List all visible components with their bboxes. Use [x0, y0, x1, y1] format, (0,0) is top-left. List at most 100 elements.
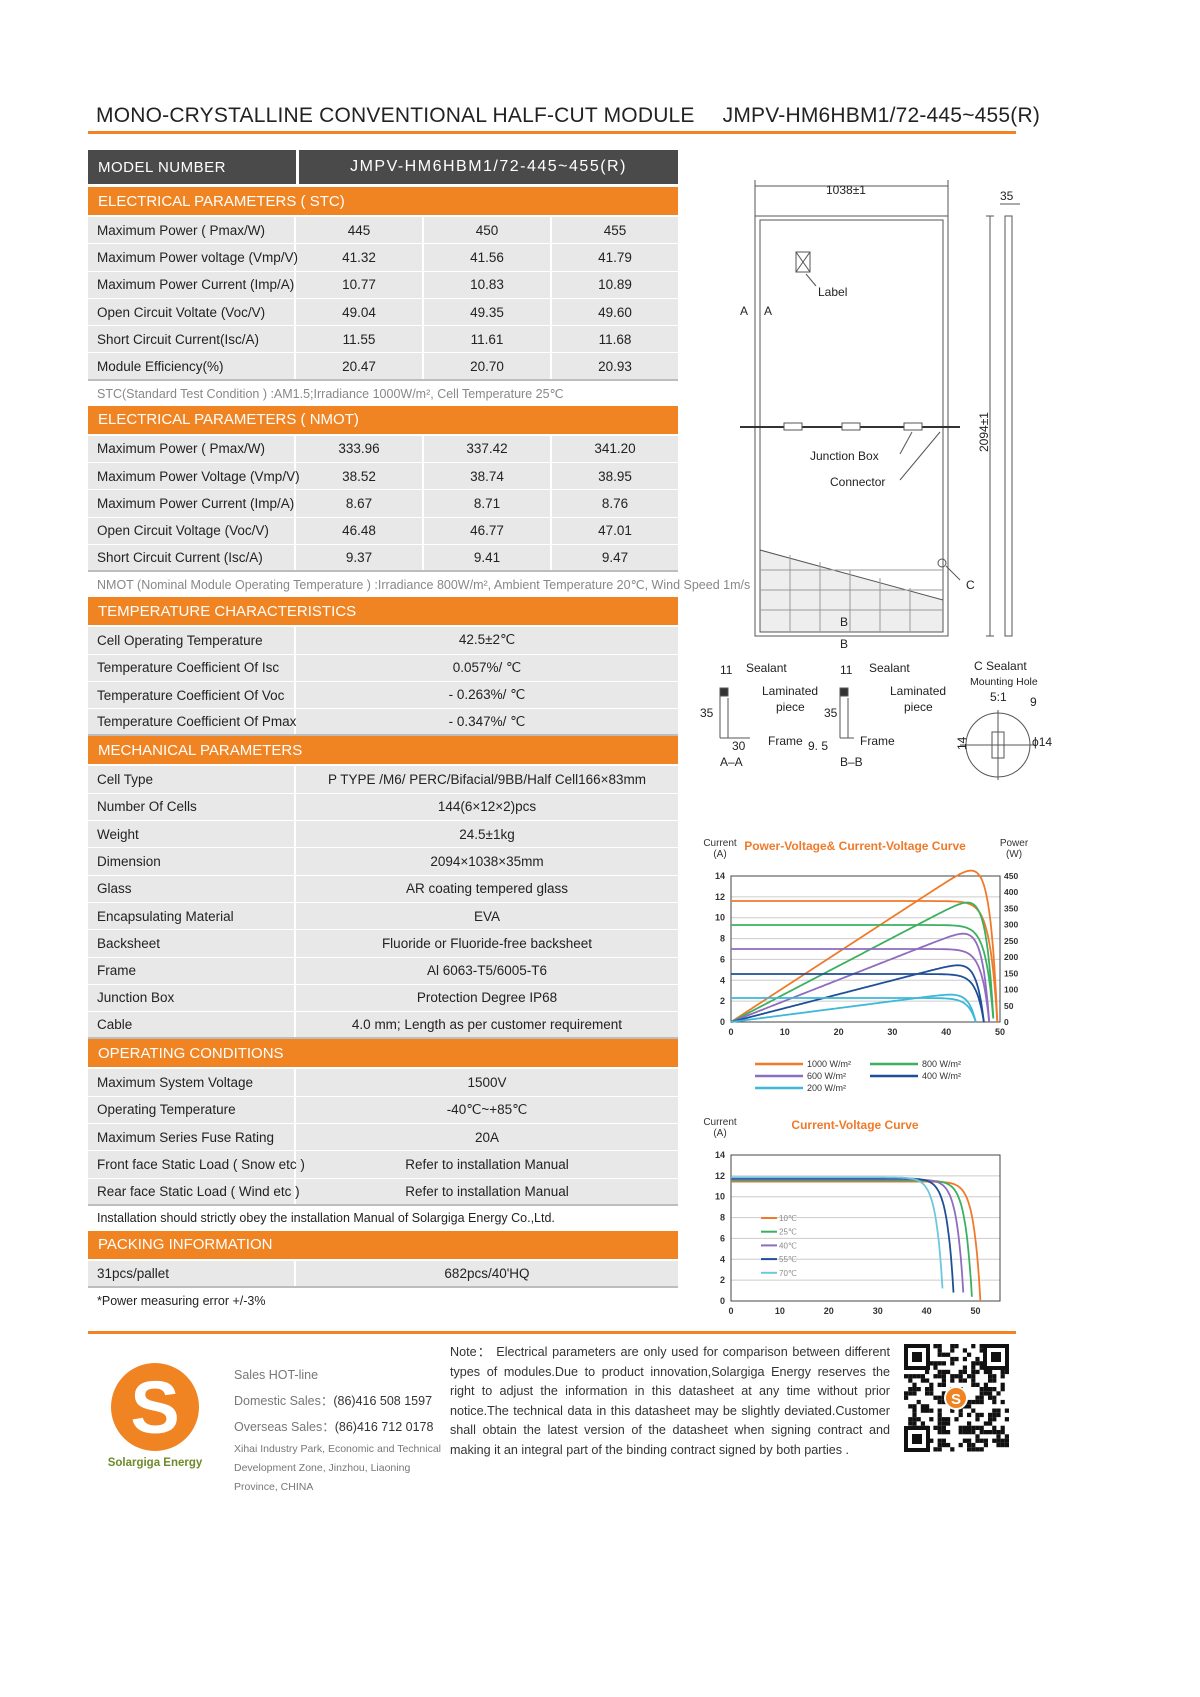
- param-value: 20.47: [296, 353, 424, 379]
- qr-module: [920, 1378, 925, 1383]
- qr-module: [941, 1369, 946, 1375]
- qr-module: [941, 1374, 946, 1379]
- solargiga-logo: S Solargiga Energy: [108, 1363, 203, 1469]
- qr-finder: [904, 1426, 930, 1452]
- address-line: Province, CHINA: [234, 1481, 314, 1493]
- qr-module: [937, 1430, 942, 1435]
- param-label: Short Circuit Current(Isc/A): [88, 326, 296, 353]
- aa-laminated: Laminated: [762, 684, 818, 698]
- table-row: Maximum Power Voltage (Vmp/V) 38.52 38.74 3…: [88, 463, 678, 491]
- qr-module: [912, 1387, 917, 1392]
- x-tick-label: 0: [728, 1027, 733, 1037]
- qr-module: [996, 1391, 1001, 1396]
- qr-module: [933, 1374, 938, 1379]
- y-tick-label: 2: [720, 996, 725, 1006]
- qr-module: [979, 1425, 984, 1430]
- qr-module: [1000, 1382, 1005, 1387]
- table-row: Number Of Cells 144(6×12×2)pcs: [88, 793, 678, 822]
- param-value: 9.47: [601, 550, 629, 566]
- qr-module: [975, 1434, 980, 1439]
- section-a-left: A: [740, 304, 748, 318]
- aa-sealant: Sealant: [746, 661, 787, 675]
- qr-module: [975, 1438, 980, 1443]
- y-tick-label: 0: [720, 1296, 725, 1306]
- bb-title: B–B: [840, 755, 863, 769]
- qr-module: [933, 1344, 938, 1349]
- module-drawing: 1038±1 35 2094±1 Label A A Junction Box …: [700, 180, 1052, 780]
- param-value: 42.5±2℃: [458, 632, 516, 648]
- param-label: Short Circuit Current (Isc/A): [88, 544, 296, 571]
- param-value: Protection Degree IP68: [416, 990, 558, 1006]
- qr-module: [941, 1378, 946, 1383]
- section-header: MECHANICAL PARAMETERS: [88, 736, 678, 765]
- qr-module: [967, 1404, 972, 1409]
- qr-module: [920, 1374, 925, 1379]
- qr-module: [971, 1382, 976, 1387]
- qr-module: [988, 1391, 993, 1396]
- qr-module: [937, 1374, 942, 1379]
- qr-module: [1000, 1442, 1005, 1448]
- qr-module: [971, 1374, 976, 1379]
- aa-dim-11: 11: [720, 663, 733, 677]
- connector-callout: Connector: [830, 475, 885, 489]
- qr-finder: [983, 1344, 1009, 1370]
- qr-module: [941, 1395, 946, 1400]
- param-label: Maximum Power ( Pmax/W): [88, 217, 296, 244]
- qr-code[interactable]: S: [900, 1340, 1012, 1455]
- param-value: 46.48: [296, 517, 424, 544]
- qr-module: [967, 1425, 972, 1430]
- y-tick-label: 14: [715, 1150, 725, 1160]
- x-tick-label: 20: [824, 1306, 834, 1316]
- qr-module: [941, 1421, 946, 1426]
- table-row: Junction Box Protection Degree IP68: [88, 984, 678, 1013]
- qr-module: [950, 1374, 955, 1379]
- qr-module: [983, 1387, 988, 1392]
- qr-module: [933, 1447, 938, 1452]
- table-row: Cable 4.0 mm; Length as per customer requ…: [88, 1012, 678, 1040]
- qr-module: [941, 1352, 946, 1357]
- qr-module: [983, 1391, 988, 1396]
- pv-curve-4: [730, 993, 977, 1023]
- qr-module: [908, 1417, 913, 1422]
- table-row: Temperature Coefficient Of Isc 0.057%/ ℃: [88, 654, 678, 682]
- param-value: 455: [603, 222, 627, 238]
- dim-width: 1038±1: [826, 183, 866, 197]
- qr-module: [967, 1399, 972, 1405]
- table-row: Maximum Power voltage (Vmp/V) 41.32 41.56 4…: [88, 244, 678, 272]
- qr-module: [946, 1352, 951, 1357]
- section-a-right: A: [764, 304, 772, 318]
- legend-label: 1000 W/m²: [807, 1059, 851, 1069]
- qr-module: [954, 1417, 959, 1422]
- qr-module: [958, 1442, 963, 1448]
- param-label: Maximum Power Current (Imp/A): [88, 271, 296, 298]
- overseas-sales: Overseas Sales：(86)416 712 0178: [234, 1414, 441, 1440]
- qr-module: [941, 1442, 946, 1448]
- qr-module: [971, 1378, 976, 1383]
- qr-module: [946, 1430, 951, 1435]
- qr-module: [937, 1348, 942, 1353]
- qr-module: [962, 1348, 967, 1353]
- overseas-phone: (86)416 712 0178: [334, 1420, 434, 1434]
- qr-module: [908, 1378, 913, 1383]
- qr-module: [941, 1438, 946, 1443]
- pv-iv-chart: Current(A) Power-Voltage& Current-Voltage…: [703, 838, 1029, 1093]
- legend-label: 25℃: [779, 1228, 797, 1237]
- iv-curve-1: [731, 924, 995, 1019]
- qr-module: [937, 1425, 942, 1430]
- param-label: Cable: [88, 1012, 296, 1038]
- y-tick-label: 10: [715, 913, 725, 923]
- bb-piece: piece: [904, 700, 933, 714]
- aa-piece: piece: [776, 700, 805, 714]
- bottom-divider: [88, 1331, 1016, 1334]
- param-value: EVA: [473, 908, 500, 924]
- qr-module: [979, 1387, 984, 1392]
- qr-module: [929, 1408, 934, 1413]
- qr-module: [975, 1356, 980, 1362]
- y-tick-label: 8: [720, 1213, 725, 1223]
- param-label: Cell Operating Temperature: [88, 627, 296, 654]
- param-value: 450: [424, 217, 552, 244]
- qr-module: [1004, 1434, 1009, 1439]
- legend-label: 600 W/m²: [807, 1071, 846, 1081]
- y2-tick-label: 350: [1004, 903, 1018, 913]
- qr-module: [950, 1408, 955, 1413]
